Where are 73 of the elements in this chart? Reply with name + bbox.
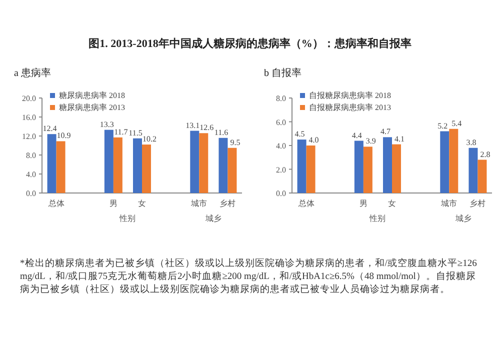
bar bbox=[383, 137, 392, 193]
data-label: 10.9 bbox=[56, 131, 71, 140]
data-label: 10.2 bbox=[142, 134, 156, 144]
y-tick-label: 16.0 bbox=[22, 113, 36, 122]
text: 城乡 bbox=[204, 214, 222, 223]
chart-title: 图1. 2013-2018年中国成人糖尿病的患病率（%）：患病率和自报率 bbox=[88, 36, 412, 51]
bar bbox=[113, 137, 122, 193]
text: 性别 bbox=[118, 214, 136, 223]
x-tick-label: 女 bbox=[388, 199, 396, 208]
data-label: 4.1 bbox=[394, 134, 404, 144]
data-label: 11.5 bbox=[128, 128, 142, 138]
bar bbox=[133, 138, 142, 193]
data-label: 5.2 bbox=[438, 121, 448, 130]
x-tick-label: 总体 bbox=[47, 199, 64, 208]
data-label: 4.4 bbox=[352, 130, 362, 140]
bar bbox=[468, 148, 478, 193]
y-tick-label: 4.0 bbox=[276, 142, 286, 150]
data-label: 2.8 bbox=[480, 150, 490, 159]
data-label: 3.9 bbox=[366, 136, 376, 146]
legend-label: 自报糖尿病患病率 2018 bbox=[309, 91, 391, 100]
x-tick-label: 男 bbox=[109, 199, 118, 208]
y-tick-label: 0.0 bbox=[26, 189, 36, 198]
bar bbox=[47, 134, 56, 193]
data-label: 11.6 bbox=[214, 128, 228, 137]
y-tick-label: 4.0 bbox=[26, 170, 36, 179]
x-tick-label: 男 bbox=[359, 199, 368, 208]
data-label: 13.1 bbox=[186, 120, 200, 130]
data-label: 4.5 bbox=[294, 130, 305, 139]
y-tick-label: 12.0 bbox=[22, 132, 36, 141]
data-label: 4.0 bbox=[308, 136, 319, 144]
y-tick-label: 6.0 bbox=[276, 118, 286, 127]
bar bbox=[306, 146, 316, 193]
data-label: 12.4 bbox=[42, 124, 57, 134]
text: 性别 bbox=[368, 214, 386, 223]
x-tick-label: 城市 bbox=[440, 199, 458, 208]
data-label: 4.7 bbox=[380, 127, 390, 136]
legend-label: 糖尿病患病率 2018 bbox=[59, 91, 125, 100]
bar bbox=[228, 148, 237, 193]
data-label: 9.5 bbox=[230, 138, 240, 147]
chart-subtitle: b 自报率 bbox=[264, 67, 302, 79]
bar bbox=[104, 130, 114, 193]
bar bbox=[199, 133, 208, 193]
bar bbox=[354, 140, 364, 193]
text: *检出的糖尿病患者为已被乡镇（社区）级或以上级别医院确诊为糖尿病的患者，和/或空腹血糖水平≥126 mg/dL，和/或口服75克无水葡萄糖后2小时血糖≥200 mg/dL，和/或HbA1c≥6.5%（48 mmol/mol）。自报糖尿病为已被乡镇（社区）级或以上级别医院确诊为糖尿病的患者或已被专业人员确诊过为糖尿病者。 bbox=[20, 258, 478, 297]
x-tick-label: 城市 bbox=[190, 199, 208, 208]
chart-subtitle: a 患病率 bbox=[14, 67, 51, 79]
bar bbox=[449, 128, 458, 193]
bar bbox=[218, 138, 228, 193]
y-tick-label: 2.0 bbox=[276, 165, 286, 174]
bar bbox=[190, 130, 200, 193]
bar bbox=[142, 144, 151, 193]
data-label: 11.7 bbox=[114, 127, 128, 136]
bar bbox=[56, 141, 66, 193]
text: 城乡 bbox=[454, 214, 472, 223]
bar bbox=[478, 160, 487, 193]
legend-label: 糖尿病患病率 2013 bbox=[59, 103, 125, 112]
bar bbox=[440, 131, 450, 193]
data-label: 5.4 bbox=[452, 118, 462, 128]
y-tick-label: 8.0 bbox=[276, 94, 286, 103]
y-tick-label: 20.0 bbox=[22, 94, 36, 103]
x-tick-label: 乡村 bbox=[470, 199, 486, 208]
x-tick-label: 总体 bbox=[297, 199, 314, 208]
data-label: 3.8 bbox=[466, 138, 476, 147]
data-label: 13.3 bbox=[100, 120, 114, 129]
bar bbox=[297, 140, 306, 193]
y-tick-label: 0.0 bbox=[276, 189, 286, 198]
x-tick-label: 乡村 bbox=[220, 199, 236, 208]
legend-label: 自报糖尿病患病率 2013 bbox=[309, 103, 391, 112]
x-tick-label: 女 bbox=[138, 199, 146, 208]
y-tick-label: 8.0 bbox=[26, 151, 36, 160]
bar bbox=[392, 144, 401, 193]
data-label: 12.6 bbox=[200, 123, 214, 132]
bar bbox=[363, 146, 372, 193]
